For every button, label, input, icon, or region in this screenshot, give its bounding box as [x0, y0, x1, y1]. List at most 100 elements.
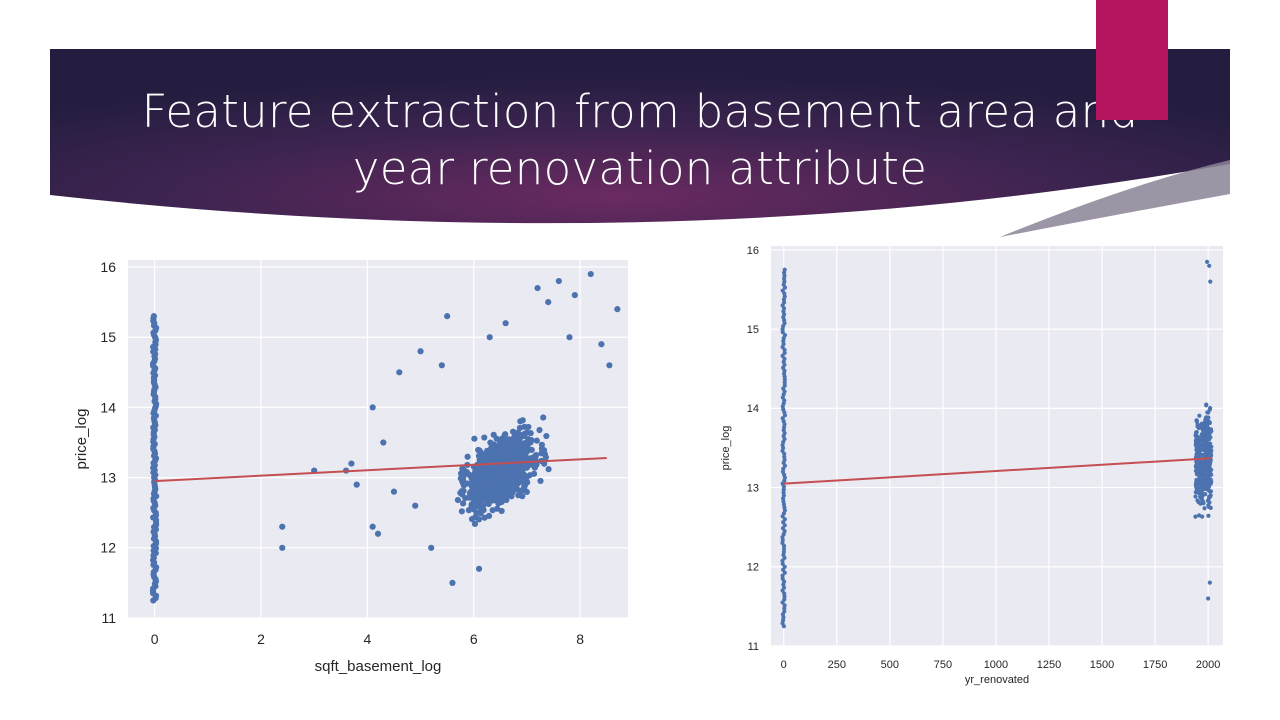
data-point: [782, 350, 787, 356]
data-point: [474, 489, 481, 497]
data-point: [523, 488, 530, 496]
y-tick-label: 15: [100, 329, 116, 345]
data-point: [1198, 494, 1203, 499]
data-point: [390, 488, 398, 495]
fit-line: [154, 456, 607, 483]
data-point: [508, 493, 515, 500]
y-tick-label: 14: [100, 399, 116, 415]
data-point: [517, 445, 524, 452]
data-point: [534, 284, 541, 292]
y-tick-label: 12: [747, 562, 759, 574]
data-point: [465, 494, 473, 501]
data-point: [1201, 429, 1206, 434]
x-tick-label: 8: [576, 631, 584, 647]
data-point: [780, 288, 785, 293]
fit-line: [783, 457, 1212, 485]
y-axis-label: price_log: [720, 426, 732, 471]
data-point: [523, 448, 531, 455]
data-point: [1203, 468, 1209, 473]
data-point: [1204, 480, 1209, 485]
x-tick-label: 2: [257, 631, 265, 647]
data-point: [510, 465, 517, 472]
data-point: [533, 437, 540, 444]
x-axis-label: yr_renovated: [965, 674, 1029, 686]
data-point: [499, 449, 507, 456]
data-point: [1199, 472, 1204, 477]
data-point: [503, 454, 510, 461]
data-point: [781, 549, 787, 555]
data-point: [490, 431, 497, 438]
plot-background: [771, 246, 1223, 646]
data-point: [279, 523, 286, 530]
data-point: [1194, 435, 1199, 440]
banner-background: [50, 49, 1230, 237]
title-line-1: Feature extraction from basement area an…: [141, 85, 1139, 138]
data-point: [1203, 476, 1208, 482]
data-point: [522, 439, 529, 446]
data-point: [1193, 480, 1199, 485]
data-point: [782, 380, 787, 385]
data-point: [782, 564, 787, 569]
data-point: [1204, 420, 1209, 425]
data-point: [498, 507, 505, 515]
data-point: [493, 476, 500, 483]
data-point: [518, 478, 525, 485]
data-point: [780, 353, 785, 359]
y-tick-label: 16: [100, 259, 116, 275]
data-point: [481, 452, 489, 460]
data-point: [417, 348, 424, 355]
data-point: [780, 416, 785, 421]
data-point: [1206, 427, 1211, 432]
y-tick-label: 14: [747, 403, 759, 415]
y-tick-label: 13: [100, 470, 116, 486]
data-point: [279, 544, 286, 551]
data-point: [380, 439, 387, 446]
data-point: [374, 530, 382, 537]
data-point: [545, 466, 552, 473]
data-point: [1207, 580, 1212, 585]
data-point: [521, 430, 528, 437]
data-point: [468, 474, 475, 481]
chart-renovation-scatter: 0 250 500 750 1000 1250 1500 1750 2000 11 12 13 14 15…: [715, 238, 1235, 693]
data-point: [457, 475, 464, 482]
data-point: [1194, 467, 1200, 473]
data-point: [781, 546, 787, 552]
data-point: [486, 334, 493, 341]
data-point: [780, 561, 785, 566]
data-point: [480, 506, 487, 514]
data-point: [471, 520, 479, 528]
plot-background: [128, 260, 628, 618]
data-point: [1200, 460, 1205, 465]
data-point: [1194, 462, 1200, 467]
data-point: [353, 481, 360, 488]
data-point: [471, 435, 478, 442]
data-point: [459, 465, 466, 472]
data-point: [537, 477, 544, 485]
x-tick-label: 250: [828, 659, 846, 671]
data-point: [1204, 259, 1210, 264]
data-point: [1205, 417, 1210, 422]
chart-basement-scatter: 0 2 4 6 8 11 12 13 14 15 16 sqft_basement_log pric…: [70, 248, 640, 688]
data-point: [1198, 423, 1203, 428]
data-point: [538, 441, 546, 448]
data-point: [1195, 484, 1200, 489]
data-point: [1198, 465, 1204, 470]
data-point: [1193, 494, 1198, 499]
data-point: [1205, 410, 1210, 415]
data-point: [780, 576, 785, 581]
data-point: [1205, 446, 1210, 451]
data-point: [1206, 503, 1211, 508]
slide-title: Feature extraction from basement area an…: [50, 83, 1230, 197]
data-point: [1204, 403, 1209, 408]
data-point: [458, 508, 465, 515]
data-point: [1203, 484, 1209, 489]
x-tick-label: 1250: [1037, 659, 1061, 671]
data-point: [782, 377, 787, 382]
y-tick-label: 16: [747, 245, 759, 257]
data-point: [571, 291, 578, 299]
data-point: [606, 362, 613, 369]
data-point: [1208, 405, 1213, 411]
title-line-2: year renovation attribute: [352, 142, 928, 195]
y-axis-label: price_log: [73, 409, 90, 470]
data-point: [782, 267, 787, 272]
